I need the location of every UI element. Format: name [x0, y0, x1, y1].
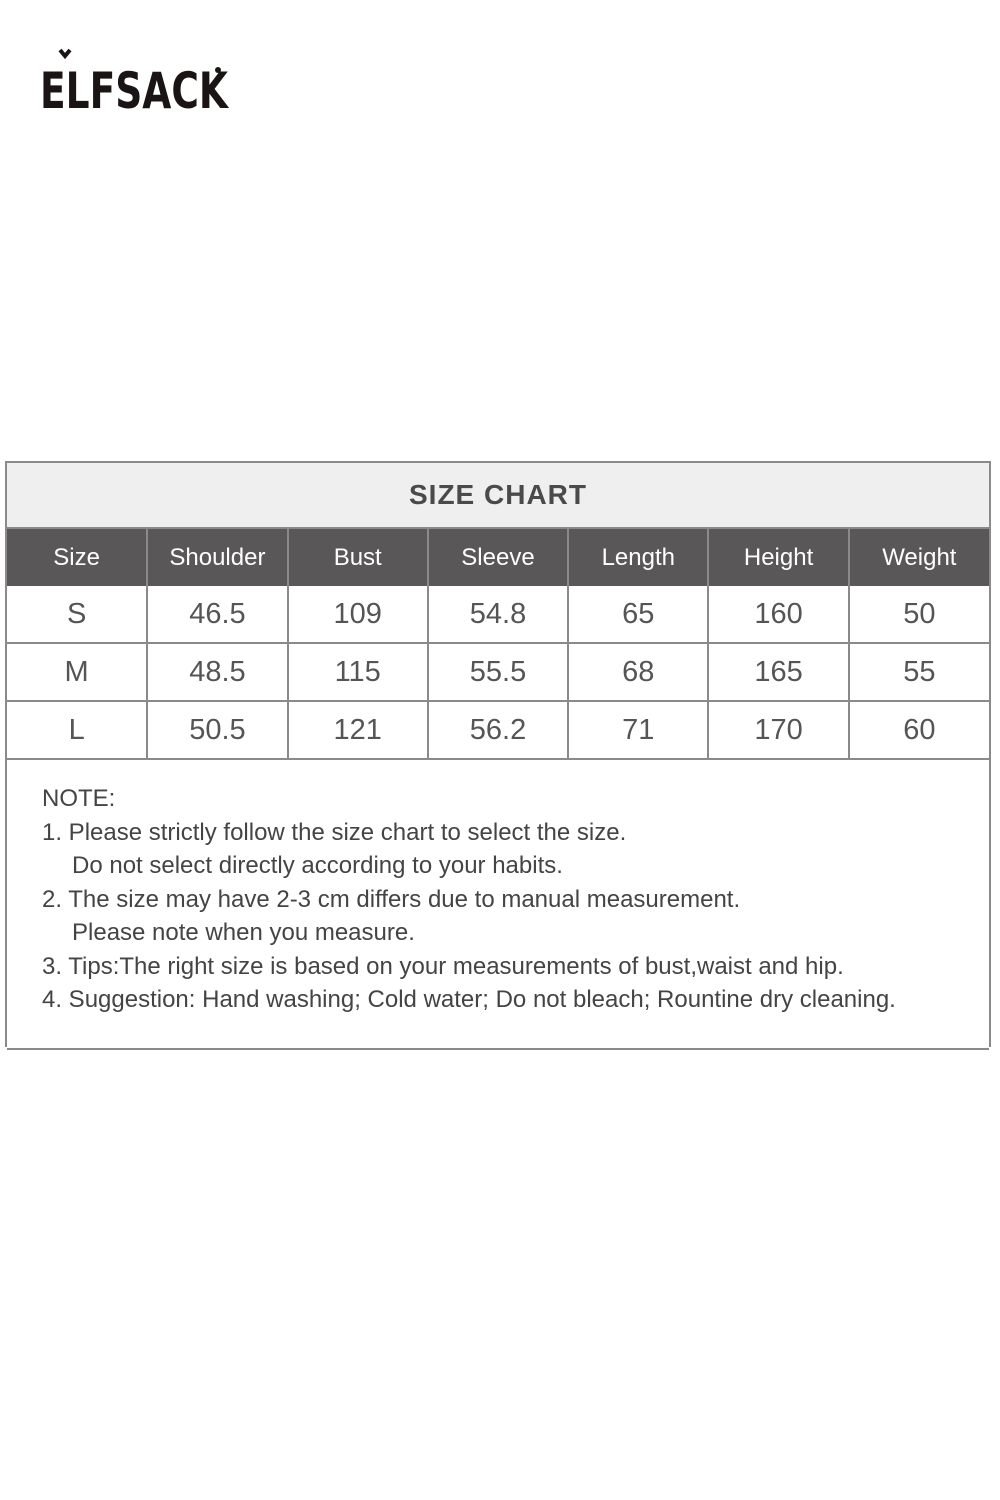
column-header: Height: [707, 529, 849, 586]
svg-text:ELFSACK: ELFSACK: [40, 62, 230, 114]
size-chart-title: SIZE CHART: [7, 463, 989, 529]
table-row: S 46.5 109 54.8 65 160 50: [7, 586, 989, 643]
table-cell: 54.8: [426, 586, 569, 643]
size-chart: SIZE CHART Size Shoulder Bust Sleeve Len…: [5, 461, 991, 1050]
table-cell: 56.2: [426, 700, 569, 758]
notes-heading: NOTE:: [42, 785, 116, 812]
table-cell: 71: [567, 700, 709, 758]
table-cell: 165: [707, 642, 849, 701]
column-header: Weight: [847, 529, 989, 586]
column-header: Sleeve: [426, 529, 569, 586]
note-line: 1. Please strictly follow the size chart…: [42, 818, 627, 846]
note-line: 2. The size may have 2-3 cm differs due …: [42, 885, 741, 913]
table-cell: 46.5: [146, 586, 288, 643]
table-cell: 50: [847, 586, 989, 643]
table-cell: 115: [286, 642, 428, 701]
note-line: Do not select directly according to your…: [72, 852, 563, 879]
table-cell: 48.5: [146, 642, 288, 701]
table-cell: S: [66, 597, 87, 630]
column-header: Shoulder: [146, 529, 288, 586]
table-cell: 109: [286, 586, 428, 643]
table-cell: 55.5: [426, 642, 569, 701]
table-cell: 60: [847, 700, 989, 758]
note-line: 4. Suggestion: Hand washing; Cold water;…: [42, 986, 896, 1013]
column-header: Size: [7, 529, 148, 586]
table-header-row: Size Shoulder Bust Sleeve Length Height …: [7, 529, 989, 586]
table-cell: 65: [567, 586, 709, 643]
note-line: Please note when you measure.: [72, 919, 415, 946]
size-table: Size Shoulder Bust Sleeve Length Height …: [7, 529, 989, 758]
table-cell: 121: [286, 700, 428, 758]
notes-section: NOTE: 1. Please strictly follow the size…: [7, 758, 989, 1050]
note-line: 3. Tips:The right size is based on your …: [42, 952, 844, 980]
table-cell: 68: [567, 642, 709, 701]
table-cell: 170: [707, 700, 849, 758]
elfsack-logo: ELFSACK: [40, 48, 230, 114]
table-cell: 50.5: [146, 700, 288, 758]
column-header: Bust: [286, 529, 428, 586]
table-row: M 48.5 115 55.5 68 165 55: [7, 642, 989, 701]
column-header: Length: [567, 529, 709, 586]
table-cell: 55: [847, 642, 989, 701]
table-cell: 160: [707, 586, 849, 643]
table-row: L 50.5 121 56.2 71 170 60: [7, 700, 989, 758]
table-cell: M: [7, 642, 148, 701]
table-cell: L: [7, 700, 148, 758]
